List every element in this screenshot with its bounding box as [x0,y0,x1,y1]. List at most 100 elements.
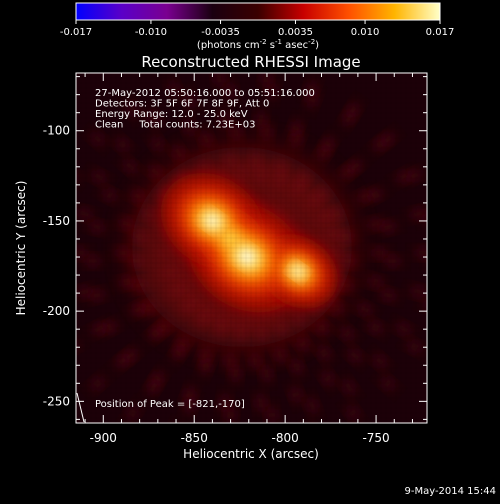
y-tick-label: -150 [43,214,70,228]
source-blob [291,265,304,278]
artifact-blob [101,188,119,202]
x-axis-label: Heliocentric X (arcsec) [183,447,319,461]
colorbar-tick-label: -0.017 [60,27,92,38]
artifact-blob [118,276,136,288]
limb-line [76,392,85,423]
artifact-blob [76,208,94,219]
artifact-blob [184,396,196,415]
artifact-blob [304,423,320,443]
artifact-blob [88,221,106,233]
artifact-blob [291,357,303,376]
source-blob [220,229,242,249]
artifact-blob [90,170,108,183]
colorbar-tick-label: 0.0035 [278,27,313,38]
x-tick-label: -750 [362,431,389,445]
artifact-blob [317,345,331,361]
colorbar-tick-label: 0.017 [426,27,455,38]
info-block: 27-May-2012 05:50:16.000 to 05:51:16.000… [95,88,315,131]
artifact-blob [296,336,310,352]
colorbar-tick-label: 0.010 [351,27,380,38]
artifact-blob [314,320,330,335]
artifact-blob [367,321,384,334]
artifact-blob [250,352,261,371]
y-tick-label: -200 [43,304,70,318]
y-axis-label: Heliocentric Y (arcsec) [14,181,28,316]
artifact-blob [406,340,423,354]
artifact-blob [347,348,363,363]
artifact-blob [409,286,427,298]
artifact-blob [380,376,396,391]
artifact-blob [125,101,140,118]
artifact-blob [274,346,286,364]
artifact-blob [321,370,335,387]
artifact-blob [83,256,102,267]
artifact-blob [76,286,94,298]
info-line: Clean Total counts: 7.23E+03 [95,120,255,131]
artifact-blob [125,405,140,421]
artifact-blob [224,352,235,371]
colorbar-tick-label: -0.0035 [201,27,240,38]
artifact-blob [147,326,163,341]
artifact-blob [346,405,360,421]
timestamp: 9-May-2014 15:44 [404,486,496,497]
artifact-blob [366,218,385,230]
image-area [76,73,446,443]
artifact-blob [255,393,266,412]
artifact-blob [261,73,272,88]
artifact-blob [255,110,266,129]
artifact-blob [290,119,302,137]
artifact-blob [339,326,355,341]
artifact-blob [90,322,108,335]
artifact-blob [214,73,225,88]
artifact-blob [219,110,230,129]
artifact-blob [147,165,163,180]
artifact-blob [122,159,138,174]
artifact-blob [379,290,398,301]
artifact-blob [200,130,212,148]
artifact-blob [428,256,446,266]
artifact-blob [184,91,196,109]
info-line: Energy Range: 12.0 - 25.0 keV [95,109,248,120]
x-tick-label: -850 [181,431,208,445]
artifact-blob [328,301,345,315]
artifact-blob [90,132,106,147]
peak-position-label: Position of Peak = [-821,-170] [95,399,245,410]
artifact-blob [146,379,161,396]
artifact-blob [290,385,302,404]
artifact-blob [166,423,182,443]
artifact-blob [150,136,165,152]
artifact-blob [346,101,360,118]
artifact-blob [356,303,373,316]
artifact-blob [114,247,133,258]
artifact-blob [266,406,278,423]
artifact-blob [225,81,236,100]
artifact-blob [383,256,402,267]
artifact-blob [261,123,272,142]
artifact-blob [380,132,396,147]
artifact-blob [366,276,385,288]
artifact-blob [409,208,427,219]
colorbar [75,2,441,21]
artifact-blob [306,396,318,415]
artifact-blob [230,364,241,383]
info-line: 27-May-2012 05:50:16.000 to 05:51:16.000 [95,88,315,99]
artifact-blob [414,247,427,258]
source-blob [238,248,256,266]
artifact-blob [230,123,241,142]
hxr-sources [161,173,338,313]
artifact-blob [114,137,130,152]
artifact-blob [90,376,106,391]
axes: -900 -850 -800 -750 -100 -150 -200 -250 [43,73,427,445]
artifact-blob [370,247,389,258]
artifact-blob [266,81,278,100]
colorbar-tick-label: -0.010 [135,27,167,38]
artifact-blob [114,354,130,369]
artifact-blob [183,119,196,137]
artifact-blob [379,221,398,233]
artifact-blob [305,80,318,98]
x-tick-label: -800 [272,431,299,445]
artifact-blob [129,190,147,203]
artifact-blob [219,393,230,412]
artifact-blob [118,218,136,230]
